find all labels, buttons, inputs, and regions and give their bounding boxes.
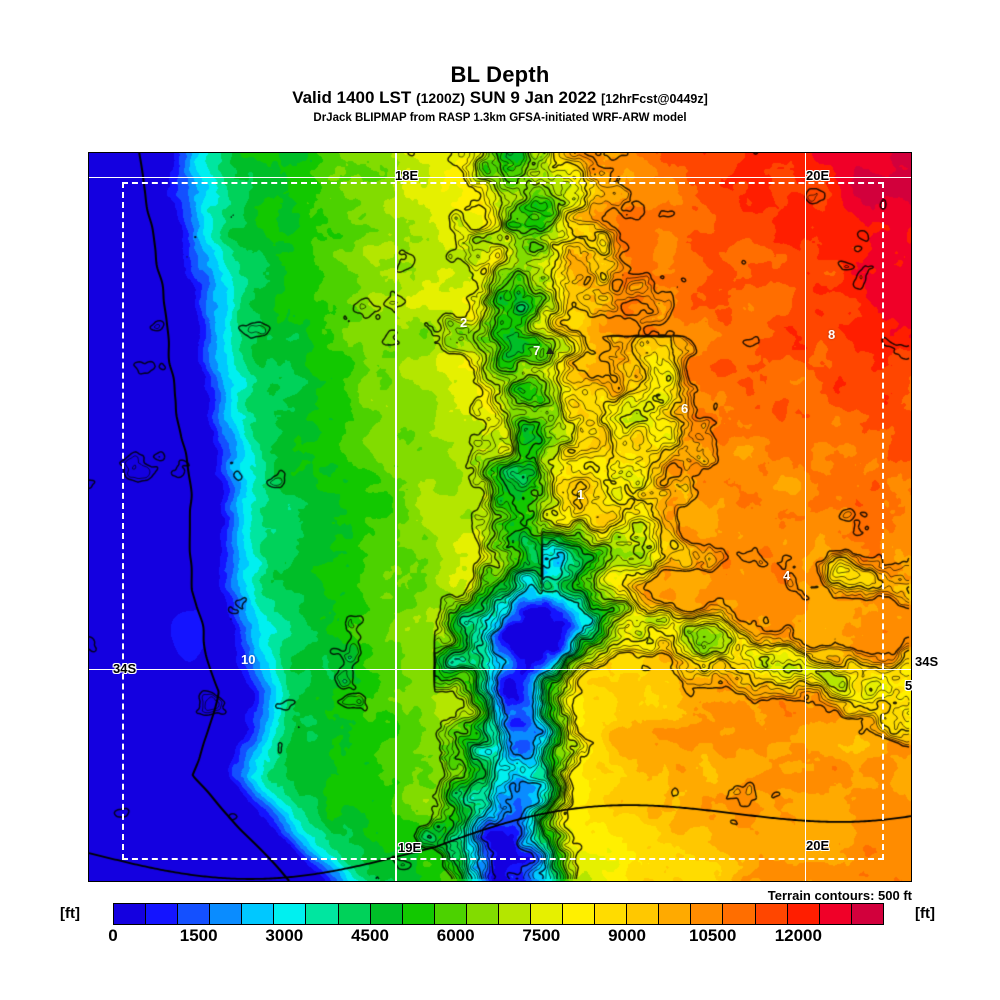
gridline-label-latitude: 34S <box>113 661 137 676</box>
valid-time-date: SUN 9 Jan 2022 <box>465 88 602 107</box>
gridline-label-latitude: 5 <box>905 678 913 693</box>
map-waypoint-7: 7 <box>533 343 541 358</box>
colorbar-swatch <box>434 904 467 924</box>
colorbar-unit-left: [ft] <box>60 905 80 922</box>
map-waypoint-1: 1 <box>577 487 585 502</box>
model-credit: DrJack BLIPMAP from RASP 1.3km GFSA-init… <box>313 112 687 124</box>
colorbar-swatch <box>595 904 628 924</box>
bl-depth-field <box>89 153 911 881</box>
colorbar-swatch <box>146 904 179 924</box>
colorbar-swatch <box>338 904 371 924</box>
colorbar-swatch <box>306 904 339 924</box>
gridline-longitude-20e <box>805 153 807 881</box>
colorbar-swatch <box>531 904 564 924</box>
colorbar-swatch <box>691 904 724 924</box>
gridline-latitude-34s <box>89 669 911 671</box>
gridline-label-longitude: 19E <box>398 840 422 855</box>
page-title: BL Depth <box>450 62 550 87</box>
colorbar-swatch <box>402 904 435 924</box>
colorbar[interactable] <box>113 903 884 925</box>
valid-time-prefix: Valid 1400 LST <box>292 88 416 107</box>
weather-map[interactable] <box>88 152 912 882</box>
gridline-label-longitude: 18E <box>395 168 419 183</box>
colorbar-tick: 0 <box>108 926 118 945</box>
waypoint-triangle-marker <box>546 347 554 354</box>
colorbar-swatch <box>851 904 883 924</box>
colorbar-swatch <box>466 904 499 924</box>
colorbar-tick: 6000 <box>436 926 475 945</box>
colorbar-tick-labels: 0 1500 3000 4500 6000 7500 9000 10500 12000 <box>0 926 1000 950</box>
colorbar-swatch <box>242 904 275 924</box>
title-block: BL Depth Valid 1400 LST (1200Z) SUN 9 Ja… <box>0 62 1000 127</box>
colorbar-swatch <box>114 904 147 924</box>
map-waypoint-2: 2 <box>460 315 468 330</box>
map-waypoint-8: 8 <box>828 327 836 342</box>
colorbar-tick: 10500 <box>689 926 737 945</box>
colorbar-tick: 1500 <box>179 926 218 945</box>
colorbar-swatch <box>210 904 243 924</box>
colorbar-swatch <box>498 904 532 924</box>
colorbar-swatch <box>755 904 788 924</box>
colorbar-tick: 7500 <box>522 926 561 945</box>
colorbar-swatch <box>274 904 307 924</box>
map-waypoint-10: 10 <box>241 652 256 667</box>
colorbar-tick: 3000 <box>265 926 304 945</box>
colorbar-swatch <box>563 904 596 924</box>
gridline-label-longitude: 20E <box>806 838 830 853</box>
gridline-latitude-top <box>89 177 911 179</box>
terrain-contour-note: Terrain contours: 500 ft <box>767 888 912 903</box>
colorbar-swatch <box>787 904 820 924</box>
map-waypoint-6: 6 <box>681 401 689 416</box>
forecast-hour-badge: [12hrFcst@0449z] <box>601 92 708 106</box>
colorbar-swatch <box>178 904 211 924</box>
colorbar-swatch <box>627 904 660 924</box>
valid-time-line: Valid 1400 LST (1200Z) SUN 9 Jan 2022 [1… <box>0 87 1000 110</box>
gridline-longitude-18e <box>395 153 397 881</box>
colorbar-swatch <box>659 904 692 924</box>
colorbar-swatch <box>723 904 756 924</box>
colorbar-unit-right: [ft] <box>915 905 935 922</box>
colorbar-tick: 12000 <box>774 926 822 945</box>
colorbar-swatch <box>370 904 403 924</box>
colorbar-row: [ft] [ft] 0 1500 3000 4500 6000 7500 9000 10500… <box>0 903 1000 945</box>
gridline-label-longitude: 20E <box>806 168 830 183</box>
map-waypoint-4: 4 <box>783 568 791 583</box>
colorbar-swatch <box>819 904 852 924</box>
gridline-label-latitude: 34S <box>915 654 939 669</box>
gridline-longitude-18e-b <box>396 153 398 881</box>
valid-time-zulu: (1200Z) <box>415 90 466 106</box>
colorbar-tick: 4500 <box>351 926 389 945</box>
colorbar-tick: 9000 <box>608 926 646 945</box>
